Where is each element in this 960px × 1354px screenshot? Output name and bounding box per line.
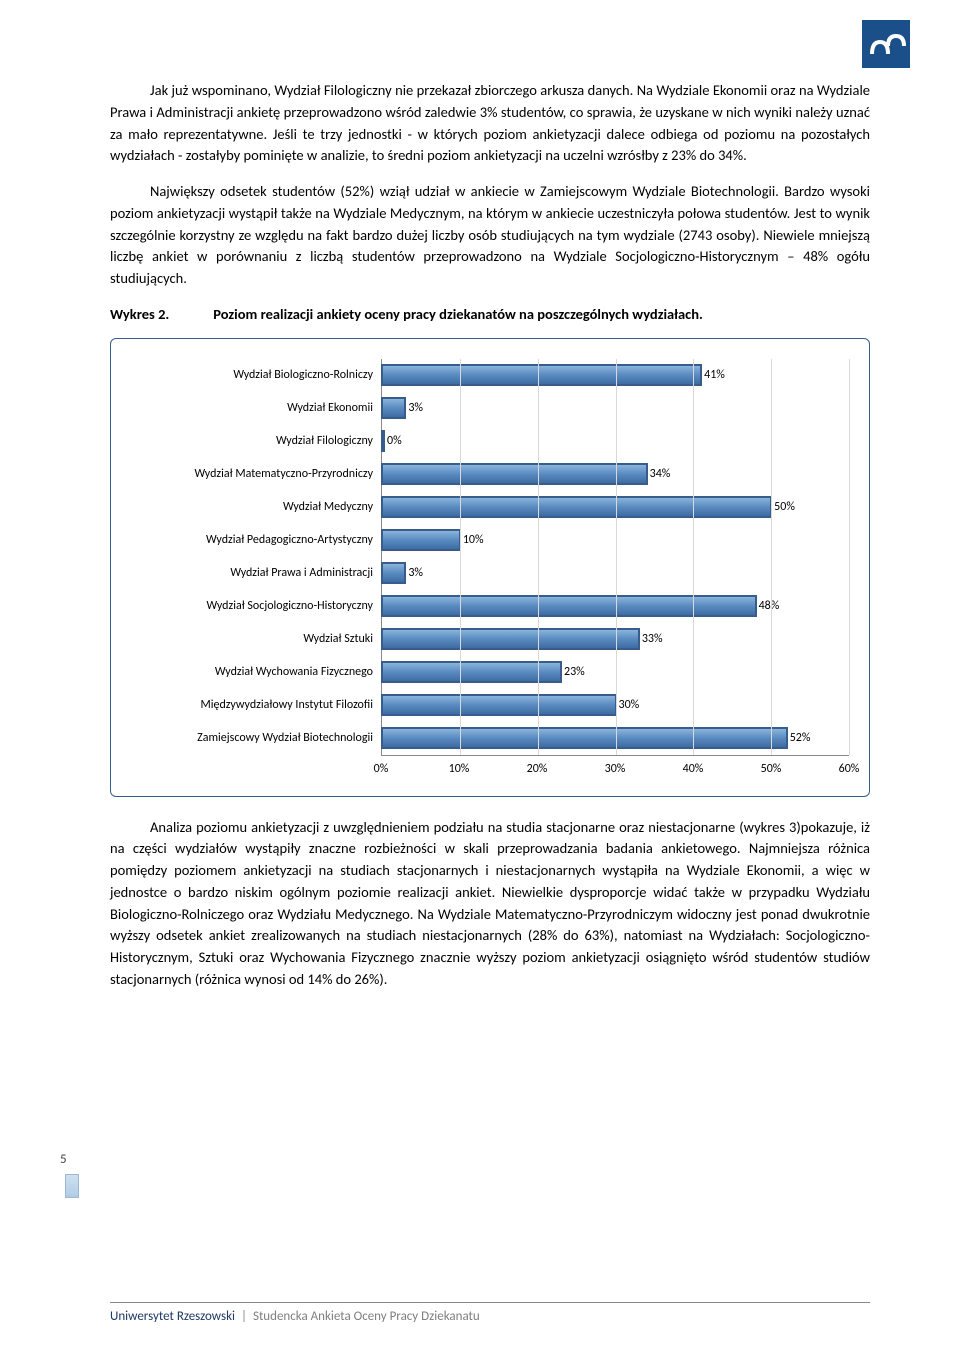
chart-value-label: 23% xyxy=(564,663,585,681)
chart-category-label: Wydział Matematyczno-Przyrodniczy xyxy=(121,458,381,491)
page-tab-decoration xyxy=(65,1174,79,1198)
chart-value-label: 0% xyxy=(387,432,402,450)
chart-x-tick: 60% xyxy=(839,760,860,778)
chart-value-label: 41% xyxy=(704,366,725,384)
chart-category-label: Międzywydziałowy Instytut Filozofii xyxy=(121,689,381,722)
chart-category-label: Wydział Prawa i Administracji xyxy=(121,557,381,590)
university-logo-icon xyxy=(862,20,910,68)
chart-bar: 30% xyxy=(382,695,616,715)
chart-x-tick: 20% xyxy=(527,760,548,778)
chart-category-label: Wydział Pedagogiczno-Artystyczny xyxy=(121,524,381,557)
footer-university: Uniwersytet Rzeszowski xyxy=(110,1309,235,1324)
chart-x-tick: 40% xyxy=(683,760,704,778)
chart-value-label: 10% xyxy=(463,531,484,549)
footer-subtitle: Studencka Ankieta Oceny Pracy Dziekanatu xyxy=(253,1309,480,1324)
chart-caption-title: Poziom realizacji ankiety oceny pracy dz… xyxy=(213,305,703,323)
chart-category-label: Zamiejscowy Wydział Biotechnologii xyxy=(121,722,381,755)
page-footer: Uniwersytet Rzeszowski | Studencka Ankie… xyxy=(110,1302,870,1324)
chart-bar: 0% xyxy=(382,431,384,451)
chart-category-label: Wydział Sztuki xyxy=(121,623,381,656)
chart-caption-label: Wykres 2. xyxy=(110,304,210,326)
chart-bar: 3% xyxy=(382,398,405,418)
chart-caption: Wykres 2. Poziom realizacji ankiety ocen… xyxy=(110,304,870,326)
chart-bar: 41% xyxy=(382,365,701,385)
chart-x-axis: 0%10%20%30%40%50%60% xyxy=(381,756,849,776)
paragraph-1: Jak już wspominano, Wydział Filologiczny… xyxy=(110,80,870,167)
chart-value-label: 30% xyxy=(619,696,640,714)
chart-plot-area: 41% 3% 0% 34% 50% 10% 3% 48% 33% 23% 30% 52% xyxy=(381,359,849,756)
chart-category-label: Wydział Biologiczno-Rolniczy xyxy=(121,359,381,392)
chart-x-tick: 0% xyxy=(374,760,389,778)
chart-category-label: Wydział Wychowania Fizycznego xyxy=(121,656,381,689)
chart-bar: 23% xyxy=(382,662,561,682)
chart-bar: 3% xyxy=(382,563,405,583)
chart-category-label: Wydział Ekonomii xyxy=(121,392,381,425)
chart-bar: 52% xyxy=(382,728,787,748)
chart-value-label: 50% xyxy=(774,498,795,516)
chart-value-label: 33% xyxy=(642,630,663,648)
chart-bar: 10% xyxy=(382,530,460,550)
chart-bar: 33% xyxy=(382,629,639,649)
chart-bar: 50% xyxy=(382,497,771,517)
chart-x-tick: 50% xyxy=(761,760,782,778)
chart-value-label: 52% xyxy=(790,729,811,747)
chart-x-tick: 10% xyxy=(449,760,470,778)
paragraph-3: Analiza poziomu ankietyzacji z uwzględni… xyxy=(110,817,870,991)
chart-bar: 48% xyxy=(382,596,756,616)
page-number: 5 xyxy=(60,1152,67,1167)
chart-bar: 34% xyxy=(382,464,647,484)
chart-category-label: Wydział Filologiczny xyxy=(121,425,381,458)
chart-value-label: 48% xyxy=(759,597,780,615)
chart-y-labels: Wydział Biologiczno-RolniczyWydział Ekon… xyxy=(121,359,381,756)
bar-chart: Wydział Biologiczno-RolniczyWydział Ekon… xyxy=(110,338,870,797)
chart-value-label: 34% xyxy=(650,465,671,483)
chart-category-label: Wydział Medyczny xyxy=(121,491,381,524)
chart-category-label: Wydział Socjologiczno-Historyczny xyxy=(121,590,381,623)
chart-value-label: 3% xyxy=(408,399,423,417)
footer-separator: | xyxy=(241,1309,247,1324)
paragraph-2: Największy odsetek studentów (52%) wziął… xyxy=(110,181,870,290)
chart-x-tick: 30% xyxy=(605,760,626,778)
chart-value-label: 3% xyxy=(408,564,423,582)
